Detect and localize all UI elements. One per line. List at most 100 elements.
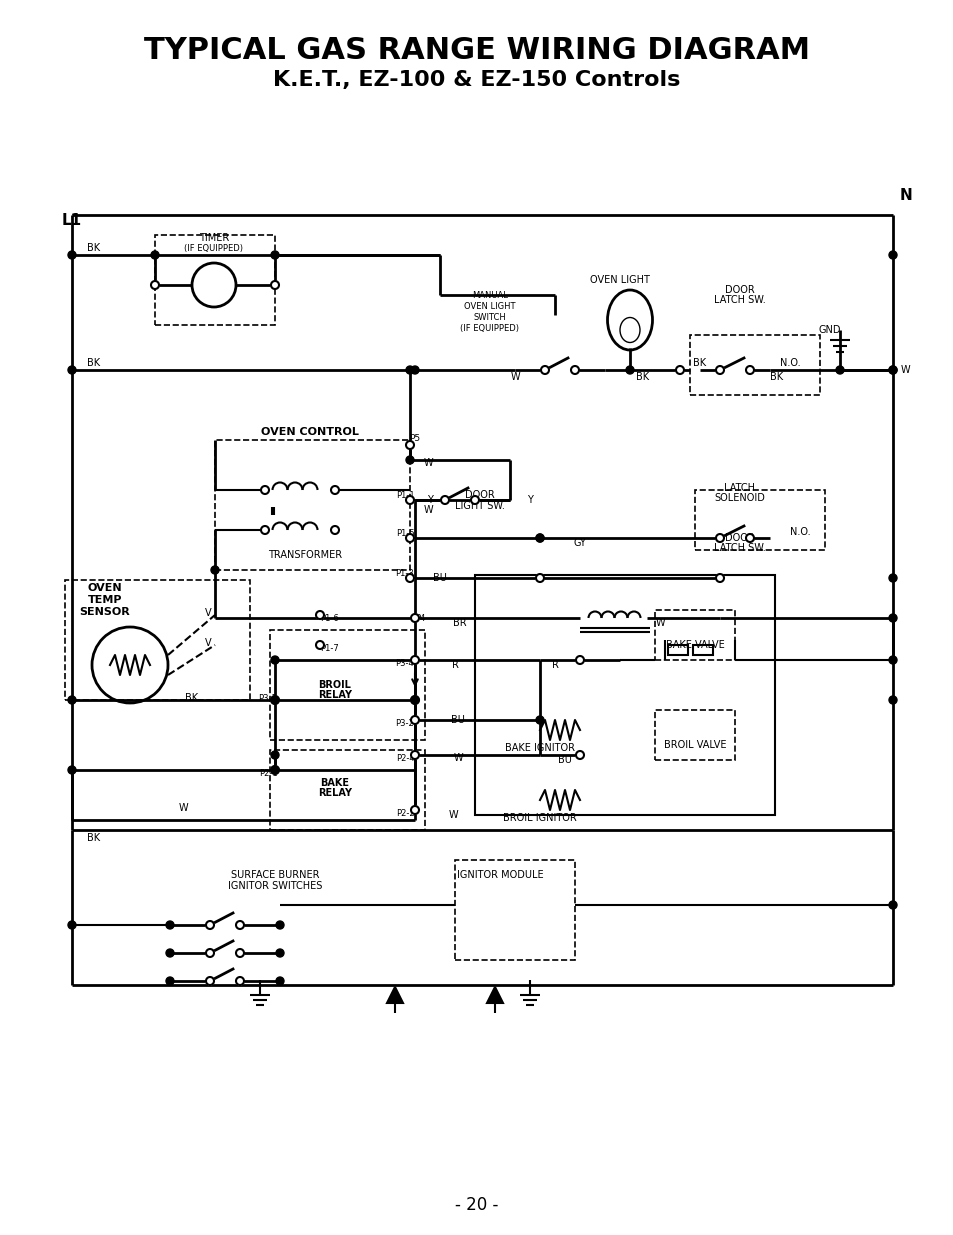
Text: R: R bbox=[551, 659, 558, 671]
Circle shape bbox=[406, 441, 414, 450]
Circle shape bbox=[271, 697, 278, 704]
Text: IGNITOR MODULE: IGNITOR MODULE bbox=[456, 869, 543, 881]
Circle shape bbox=[166, 977, 173, 986]
Text: SENSOR: SENSOR bbox=[79, 606, 131, 618]
Text: RELAY: RELAY bbox=[317, 690, 352, 700]
Bar bbox=[455, 860, 575, 960]
Text: TYPICAL GAS RANGE WIRING DIAGRAM: TYPICAL GAS RANGE WIRING DIAGRAM bbox=[144, 36, 809, 64]
Text: BK: BK bbox=[769, 372, 782, 382]
Text: Y: Y bbox=[526, 495, 533, 505]
Text: P4: P4 bbox=[415, 614, 425, 622]
Circle shape bbox=[68, 251, 76, 259]
Circle shape bbox=[151, 282, 159, 289]
Circle shape bbox=[68, 366, 76, 374]
Circle shape bbox=[411, 614, 418, 622]
Text: OVEN CONTROL: OVEN CONTROL bbox=[261, 427, 358, 437]
Text: LATCH: LATCH bbox=[723, 483, 755, 493]
Circle shape bbox=[888, 902, 896, 909]
Text: TEMP: TEMP bbox=[88, 595, 122, 605]
Circle shape bbox=[888, 251, 896, 259]
Text: BU: BU bbox=[451, 715, 464, 725]
Circle shape bbox=[271, 282, 278, 289]
Circle shape bbox=[411, 697, 418, 704]
Text: BU: BU bbox=[433, 573, 446, 583]
Circle shape bbox=[406, 496, 414, 504]
Bar bbox=[655, 610, 734, 659]
Circle shape bbox=[888, 366, 896, 374]
Circle shape bbox=[411, 751, 418, 760]
Circle shape bbox=[536, 716, 543, 724]
Bar bbox=[214, 440, 410, 571]
Text: OVEN LIGHT: OVEN LIGHT bbox=[590, 275, 649, 285]
Circle shape bbox=[271, 251, 278, 259]
Text: BROIL: BROIL bbox=[318, 680, 351, 690]
Circle shape bbox=[406, 456, 414, 464]
Circle shape bbox=[315, 611, 324, 619]
Text: W: W bbox=[423, 505, 433, 515]
Text: V: V bbox=[205, 638, 212, 648]
Circle shape bbox=[206, 948, 213, 957]
Text: - 20 -: - 20 - bbox=[455, 1195, 498, 1214]
Circle shape bbox=[151, 251, 159, 259]
Text: BR: BR bbox=[453, 618, 466, 629]
Text: SOLENOID: SOLENOID bbox=[714, 493, 764, 503]
Text: L1: L1 bbox=[62, 212, 82, 227]
Circle shape bbox=[68, 766, 76, 774]
Text: LATCH SW.: LATCH SW. bbox=[714, 295, 765, 305]
Bar bbox=[692, 645, 712, 655]
Text: N.O.: N.O. bbox=[779, 358, 800, 368]
Circle shape bbox=[888, 614, 896, 622]
Text: N: N bbox=[899, 188, 912, 203]
Circle shape bbox=[211, 566, 219, 574]
Circle shape bbox=[888, 574, 896, 582]
Text: W: W bbox=[423, 458, 433, 468]
Circle shape bbox=[406, 534, 414, 542]
Bar bbox=[154, 235, 274, 325]
Text: BROIL VALVE: BROIL VALVE bbox=[663, 740, 725, 750]
Text: GY: GY bbox=[573, 538, 586, 548]
Circle shape bbox=[275, 921, 284, 929]
Text: OVEN: OVEN bbox=[88, 583, 122, 593]
Circle shape bbox=[471, 496, 478, 504]
Text: W: W bbox=[448, 810, 457, 820]
Circle shape bbox=[315, 641, 324, 650]
Text: BK: BK bbox=[87, 243, 100, 253]
Text: LATCH SW.: LATCH SW. bbox=[714, 543, 765, 553]
Circle shape bbox=[716, 366, 723, 374]
Text: BAKE IGNITOR: BAKE IGNITOR bbox=[504, 743, 575, 753]
Bar bbox=[270, 750, 424, 830]
Text: LIGHT SW.: LIGHT SW. bbox=[455, 501, 504, 511]
Circle shape bbox=[440, 496, 449, 504]
Text: P3-4: P3-4 bbox=[395, 658, 414, 667]
Bar bbox=[270, 630, 424, 740]
Circle shape bbox=[625, 366, 634, 374]
Text: (IF EQUIPPED): (IF EQUIPPED) bbox=[184, 243, 243, 252]
Circle shape bbox=[411, 656, 418, 664]
Text: P2-2: P2-2 bbox=[395, 809, 414, 818]
Circle shape bbox=[331, 487, 338, 494]
Circle shape bbox=[411, 716, 418, 724]
Text: TRANSFORMER: TRANSFORMER bbox=[268, 550, 342, 559]
Circle shape bbox=[411, 806, 418, 814]
Text: R: R bbox=[451, 659, 458, 671]
Text: BU: BU bbox=[558, 755, 572, 764]
Text: W: W bbox=[178, 803, 188, 813]
Circle shape bbox=[540, 366, 548, 374]
Circle shape bbox=[676, 366, 683, 374]
Text: SWITCH: SWITCH bbox=[473, 312, 506, 321]
Circle shape bbox=[235, 948, 244, 957]
Text: K.E.T., EZ-100 & EZ-150 Controls: K.E.T., EZ-100 & EZ-150 Controls bbox=[273, 70, 680, 90]
Text: (IF EQUIPPED): (IF EQUIPPED) bbox=[460, 324, 519, 332]
Circle shape bbox=[68, 921, 76, 929]
Circle shape bbox=[745, 534, 753, 542]
Text: IGNITOR SWITCHES: IGNITOR SWITCHES bbox=[228, 881, 322, 890]
Text: P1-7: P1-7 bbox=[320, 643, 339, 652]
Text: BROIL IGNITOR: BROIL IGNITOR bbox=[502, 813, 577, 823]
Text: GND: GND bbox=[818, 325, 841, 335]
Text: BK: BK bbox=[636, 372, 649, 382]
Circle shape bbox=[206, 977, 213, 986]
Text: DOOR: DOOR bbox=[724, 285, 754, 295]
Text: W: W bbox=[655, 618, 664, 629]
Bar bbox=[65, 580, 250, 700]
Circle shape bbox=[576, 656, 583, 664]
